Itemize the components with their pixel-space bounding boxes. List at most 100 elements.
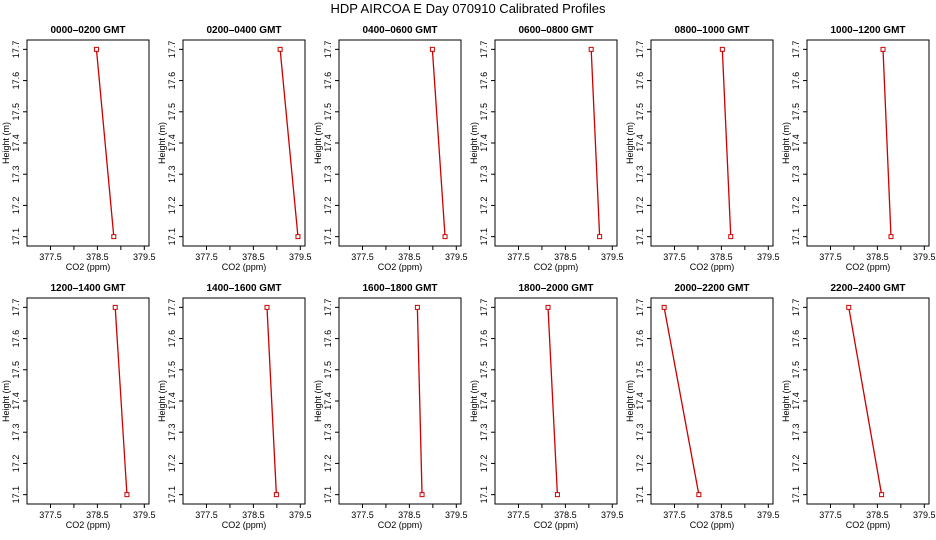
- x-tick-label: 378.5: [86, 510, 109, 520]
- plot-frame: [806, 297, 930, 505]
- data-point-marker: [273, 492, 279, 498]
- y-axis-label: Height (m): [781, 380, 791, 422]
- panel-title: 2000–2200 GMT: [674, 283, 749, 294]
- panel-2: 0200–0400 GMT 377.5 378.5 379.5 17.1 17.2 17.3…: [157, 25, 312, 272]
- panel-3: 0400–0600 GMT 377.5 378.5 379.5 17.1 17.2 17.3…: [313, 25, 468, 272]
- data-point-marker: [728, 234, 734, 240]
- y-tick-label: 17.4: [479, 134, 489, 152]
- x-tick-label: 378.5: [86, 252, 109, 262]
- y-tick-label: 17.7: [791, 299, 801, 317]
- x-tick-label: 379.5: [133, 252, 156, 262]
- panel-title: 0200–0400 GMT: [206, 25, 281, 36]
- x-axis-label: CO2 (ppm): [378, 520, 423, 530]
- x-tick-label: 378.5: [866, 252, 889, 262]
- profile-line: [590, 49, 601, 237]
- plot-frame: [338, 297, 462, 505]
- y-tick-label: 17.2: [11, 197, 21, 215]
- y-tick-label: 17.7: [323, 299, 333, 317]
- x-tick-label: 377.5: [507, 510, 530, 520]
- x-tick-label: 377.5: [39, 252, 62, 262]
- plot-frame: [182, 297, 306, 505]
- y-tick-label: 17.3: [635, 423, 645, 441]
- y-tick-label: 17.3: [323, 165, 333, 183]
- y-tick-label: 17.1: [479, 228, 489, 246]
- data-point-marker: [696, 492, 702, 498]
- data-point-marker: [414, 304, 420, 310]
- profile-line: [266, 307, 278, 495]
- y-tick-label: 17.2: [635, 197, 645, 215]
- y-tick-label: 17.3: [479, 165, 489, 183]
- y-tick-label: 17.7: [167, 41, 177, 59]
- y-tick-label: 17.6: [323, 72, 333, 90]
- x-tick-label: 379.5: [913, 510, 936, 520]
- y-tick-label: 17.5: [479, 361, 489, 379]
- y-tick-label: 17.1: [635, 228, 645, 246]
- profile-line: [95, 49, 115, 237]
- y-tick-label: 17.5: [11, 361, 21, 379]
- x-tick-label: 377.5: [351, 252, 374, 262]
- plot-frame: [26, 39, 150, 247]
- x-tick-label: 377.5: [351, 510, 374, 520]
- y-tick-label: 17.7: [167, 299, 177, 317]
- panel-11: 2000–2200 GMT 377.5 378.5 379.5 17.1 17.2 17.3…: [625, 283, 780, 530]
- y-tick-label: 17.4: [11, 392, 21, 410]
- x-axis-label: CO2 (ppm): [690, 262, 735, 272]
- y-tick-label: 17.6: [323, 330, 333, 348]
- x-tick-label: 379.5: [289, 510, 312, 520]
- profile-line: [416, 307, 423, 495]
- x-axis-label: CO2 (ppm): [378, 262, 423, 272]
- plot-frame: [650, 297, 774, 505]
- y-tick-label: 17.3: [791, 165, 801, 183]
- data-point-marker: [661, 304, 667, 310]
- profile-line: [279, 49, 299, 237]
- x-tick-label: 379.5: [913, 252, 936, 262]
- y-axis-label: Height (m): [625, 122, 635, 164]
- y-axis-label: Height (m): [313, 380, 323, 422]
- data-point-marker: [112, 304, 118, 310]
- y-tick-label: 17.6: [635, 330, 645, 348]
- y-tick-label: 17.3: [323, 423, 333, 441]
- plot-frame: [338, 39, 462, 247]
- y-tick-label: 17.7: [11, 299, 21, 317]
- x-axis-label: CO2 (ppm): [534, 520, 579, 530]
- data-point-marker: [588, 46, 594, 52]
- data-point-marker: [111, 234, 117, 240]
- y-axis-label: Height (m): [313, 122, 323, 164]
- y-tick-label: 17.5: [323, 103, 333, 121]
- panel-title: 1000–1200 GMT: [830, 25, 905, 36]
- y-tick-label: 17.3: [635, 165, 645, 183]
- data-point-marker: [846, 304, 852, 310]
- data-point-marker: [419, 492, 425, 498]
- y-tick-label: 17.7: [479, 41, 489, 59]
- y-tick-label: 17.7: [11, 41, 21, 59]
- y-axis-label: Height (m): [781, 122, 791, 164]
- y-tick-label: 17.4: [635, 134, 645, 152]
- x-tick-label: 377.5: [663, 510, 686, 520]
- y-tick-label: 17.2: [791, 197, 801, 215]
- x-tick-label: 379.5: [445, 252, 468, 262]
- panel-title: 1200–1400 GMT: [50, 283, 125, 294]
- x-axis-label: CO2 (ppm): [690, 520, 735, 530]
- y-tick-label: 17.7: [635, 41, 645, 59]
- x-tick-label: 377.5: [819, 252, 842, 262]
- y-tick-label: 17.1: [167, 486, 177, 504]
- data-point-marker: [295, 234, 301, 240]
- y-tick-label: 17.5: [635, 103, 645, 121]
- data-point-marker: [888, 234, 894, 240]
- panel-title: 0000–0200 GMT: [50, 25, 125, 36]
- panel-6: 1000–1200 GMT 377.5 378.5 379.5 17.1 17.2 17.3…: [781, 25, 936, 272]
- y-tick-label: 17.6: [11, 72, 21, 90]
- y-tick-label: 17.3: [11, 423, 21, 441]
- panel-5: 0800–1000 GMT 377.5 378.5 379.5 17.1 17.2 17.3…: [625, 25, 780, 272]
- x-tick-label: 378.5: [866, 510, 889, 520]
- panel-title: 0600–0800 GMT: [518, 25, 593, 36]
- y-tick-label: 17.5: [791, 361, 801, 379]
- y-tick-label: 17.4: [479, 392, 489, 410]
- x-tick-label: 378.5: [710, 252, 733, 262]
- data-point-marker: [442, 234, 448, 240]
- x-axis-label: CO2 (ppm): [846, 520, 891, 530]
- panel-10: 1800–2000 GMT 377.5 378.5 379.5 17.1 17.2 17.3…: [469, 283, 624, 530]
- panel-7: 1200–1400 GMT 377.5 378.5 379.5 17.1 17.2 17.3…: [1, 283, 156, 530]
- y-tick-label: 17.4: [791, 134, 801, 152]
